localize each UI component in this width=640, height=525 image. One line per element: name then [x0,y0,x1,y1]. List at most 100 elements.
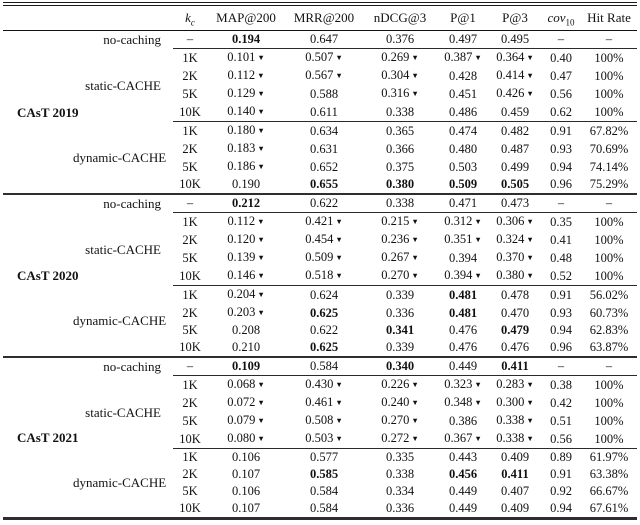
significant-decrease-icon: ▼ [411,53,419,62]
metric-cell: 0.080 ▼ [207,430,285,449]
metric-cell: 0.486 [437,103,489,122]
metric-value: 0.474 [448,123,478,138]
metric-cell: 0.215 ▼ [363,212,437,231]
significant-decrease-icon: ▼ [411,434,419,443]
metric-cell: 0.652 [285,158,363,176]
metric-value: 0.386 [448,413,478,428]
metric-cell: 0.622 [285,322,363,339]
metric-cell: 0.112 ▼ [207,67,285,85]
metric-value: 0.38 [550,377,572,392]
significant-decrease-icon: ▼ [526,416,534,425]
metric-value: 0.577 [309,450,339,464]
metric-value: 0.194 [231,32,261,46]
metric-cell: 0.101 ▼ [207,48,285,67]
metric-cell: 0.94 [541,500,581,519]
metric-cell: 0.270 ▼ [363,267,437,286]
metric-cell: 0.622 [285,193,363,213]
ndcg-column-header: nDCG@3 [363,4,437,31]
significant-decrease-icon: ▼ [474,235,482,244]
significant-decrease-icon: ▼ [411,71,419,80]
metric-cell: 0.323 ▼ [437,375,489,394]
metric-cell: 0.56 [541,430,581,449]
metric-value: 0.476 [448,323,478,337]
metric-cell: 0.376 [363,31,437,49]
metric-cell: 0.140 ▼ [207,103,285,122]
metric-value: 56.02% [589,287,629,302]
metric-cell: – [541,193,581,213]
metric-value: 0.476 [448,340,478,354]
significant-decrease-icon: ▼ [335,398,343,407]
metric-value: 0.91 [550,123,572,138]
metric-cell: 0.509 [437,176,489,194]
significant-decrease-icon: ▼ [526,89,534,98]
metric-cell: 0.56 [541,85,581,103]
metric-cell: 0.451 [437,85,489,103]
significant-decrease-icon: ▼ [335,253,343,262]
metric-cell: 0.478 [489,285,541,304]
metric-value: 0.267 [381,250,410,264]
kc-value: 5K [182,159,198,174]
metric-cell: 0.585 [285,466,363,483]
metric-value: 0.101 [227,50,256,64]
metric-value: 0.306 [496,214,525,228]
kc-value: 1K [173,285,207,304]
metric-value: 0.335 [385,450,415,464]
metric-cell: 0.129 ▼ [207,85,285,103]
metric-value: 0.421 [305,214,334,228]
metric-value: 0.270 [381,413,410,427]
metric-cell: 0.226 ▼ [363,375,437,394]
table-row: CAsT 2020 no-caching –0.212 0.622 0.338 0.471… [3,193,637,357]
metric-cell: 0.212 [207,193,285,213]
table-row: static-CACHE 1K 0.101 ▼ 0.507 ▼ 0.269 ▼ 0.387 ▼ 0.… [3,48,637,93]
metric-cell: 0.507 ▼ [285,48,363,67]
metric-cell: 0.336 [363,500,437,519]
metric-value: 0.93 [550,141,572,156]
metric-value: 0.323 [444,377,473,391]
method-label: dynamic-CACHE [73,313,167,329]
metric-cell: 0.454 ▼ [285,231,363,249]
metric-cell: 0.387 ▼ [437,48,489,67]
metric-cell: 0.375 [363,158,437,176]
metric-value: 0.449 [448,484,478,498]
metric-cell: 0.631 [285,140,363,158]
metric-cell: 62.83% [581,322,637,339]
metric-value: 0.068 [227,377,256,391]
significant-decrease-icon: ▼ [257,380,265,389]
method-label: dynamic-CACHE [73,149,167,165]
metric-cell: 0.394 ▼ [437,267,489,286]
significant-decrease-icon: ▼ [335,416,343,425]
kc-value: 5K [182,484,198,498]
method-label: static-CACHE [85,404,161,420]
metric-cell: 0.459 [489,103,541,122]
metric-cell: 0.487 [489,140,541,158]
metric-value: 0.518 [305,268,334,282]
metric-value: 100% [594,50,624,65]
metric-cell: – [541,31,581,49]
metric-value: – [605,359,613,373]
metric-value: – [557,196,565,210]
header-row: kc MAP@200 MRR@200 nDCG@3 P@1 P@3 cov10 … [3,4,637,31]
metric-value: 0.183 [227,141,256,155]
metric-cell: 0.92 [541,483,581,500]
metric-cell: 0.186 ▼ [207,158,285,176]
metric-cell: 63.38% [581,466,637,483]
metric-cell: 61.97% [581,448,637,466]
kc-value: 2K [182,467,198,481]
metric-cell: 0.42 [541,394,581,412]
metric-value: 0.497 [448,32,478,46]
metric-value: 0.584 [309,359,339,373]
metric-value: 0.93 [550,305,572,320]
significant-decrease-icon: ▼ [335,434,343,443]
kc-value: 1K [173,48,207,67]
metric-cell: 0.338 ▼ [489,430,541,449]
metric-value: 0.51 [550,413,572,428]
significant-decrease-icon: ▼ [526,253,534,262]
metric-value: 0.505 [500,177,530,191]
metric-cell: 0.426 ▼ [489,85,541,103]
table-row: 10K 0.190 0.655 0.380 0.509 0.505 0.96 75.29% [3,176,637,194]
metric-value: 0.079 [227,413,256,427]
metric-value: 0.380 [496,268,525,282]
metric-cell: 0.338 [363,466,437,483]
cov-subscript: 10 [565,17,575,28]
significant-decrease-icon: ▼ [411,217,419,226]
